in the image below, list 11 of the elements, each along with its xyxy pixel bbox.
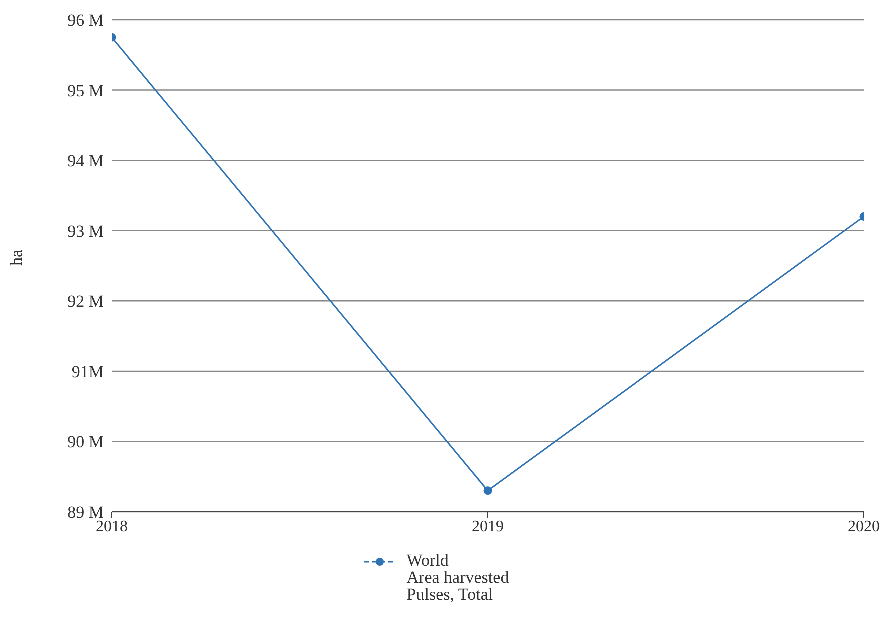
y-tick-label: 91M — [72, 362, 104, 382]
y-tick-label: 90 M — [68, 432, 104, 452]
y-tick-label: 95 M — [68, 81, 104, 100]
y-tick-label: 96 M — [68, 11, 104, 30]
y-tick-label: 93 M — [68, 222, 104, 241]
legend-label: World Area harvested Pulses, Total — [406, 551, 510, 604]
y-tick-label: 94 M — [68, 152, 104, 171]
y-tick-label: 92 M — [68, 292, 104, 312]
x-tick-label: 2020 — [848, 518, 880, 536]
x-tick-label: 2019 — [472, 518, 504, 536]
y-axis-title: ha — [7, 250, 26, 266]
